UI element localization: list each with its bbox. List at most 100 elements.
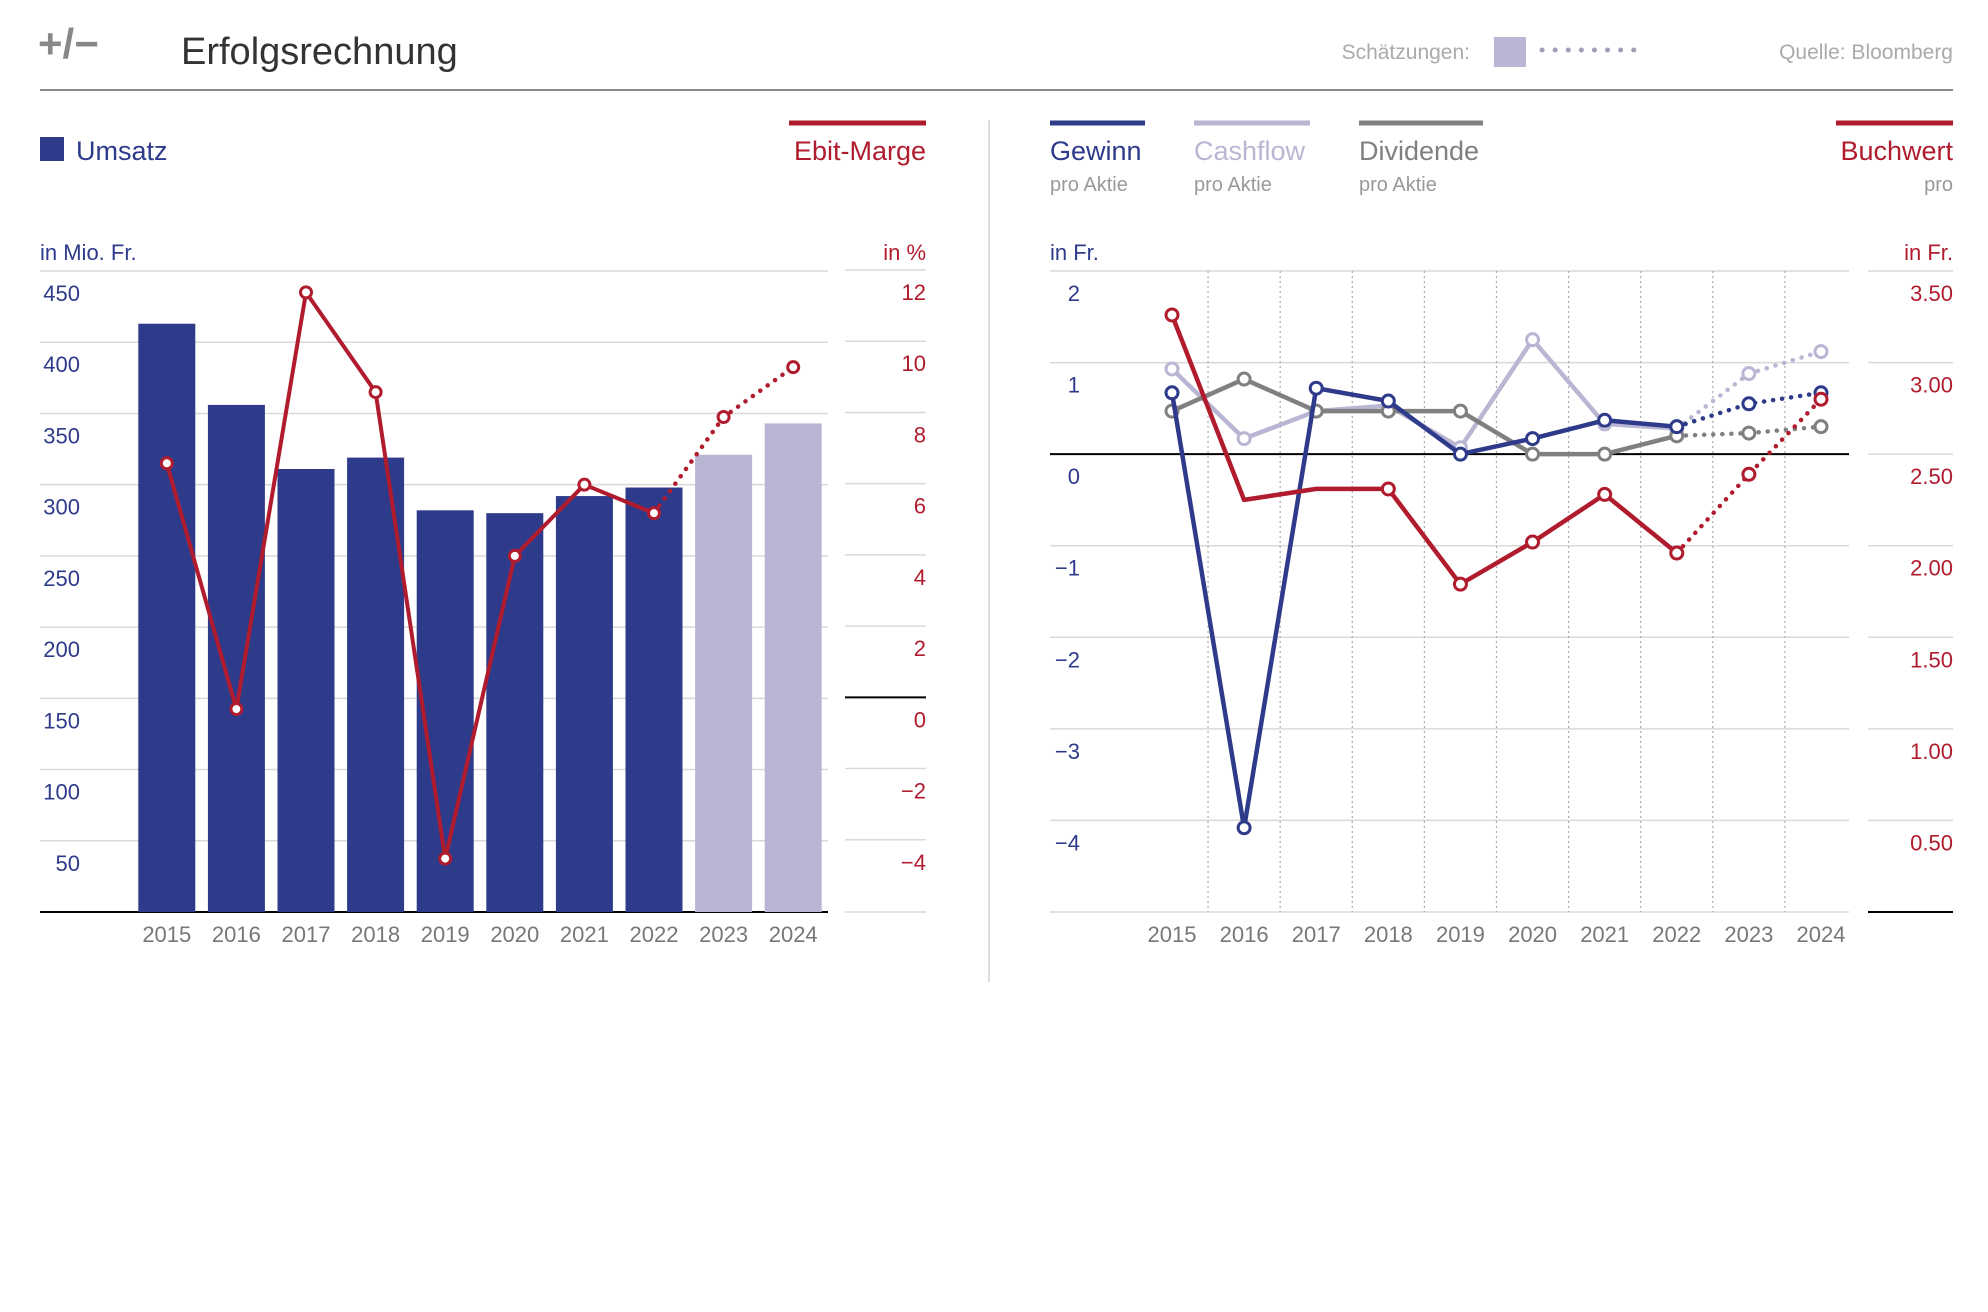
x-tick-label: 2020 [490,922,539,947]
left-tick-label: 350 [43,423,80,448]
right-tick-label: 2.00 [1910,556,1953,581]
right-tick-label: 2 [914,636,926,661]
left-tick-label: 1 [1068,373,1080,398]
estimates-label: Schätzungen: [1342,41,1470,64]
point-ebit-marge-2015 [159,456,174,471]
x-tick-label: 2021 [560,922,609,947]
legend-swatch-umsatz [40,137,64,161]
legend-buchwert-sub: pro [1924,174,1953,196]
bar-umsatz-2015 [138,323,196,912]
point-dividende-2021 [1597,446,1613,462]
point-buchwert-2018 [1380,481,1396,497]
revenue-margin-chart: Umsatz Ebit-Marge in Mio. Fr. in % 45040… [40,120,926,947]
point-gewinn-2017 [1308,380,1324,396]
point-dividende-2016 [1236,371,1252,387]
point-ebit-marge-2022 [647,506,661,521]
legend-gewinn: Gewinn [1050,136,1142,166]
bar-umsatz-2016 [207,404,265,912]
point-gewinn-2019 [1452,446,1468,462]
left-tick-label: 2 [1068,281,1080,306]
page-title: Erfolgsrechnung [181,31,458,73]
legend-cashflow-sub: pro Aktie [1194,174,1272,196]
source-label: Quelle: Bloomberg [1779,41,1953,64]
right-tick-label: 10 [902,351,926,376]
legend-dividende: Dividende [1359,136,1479,166]
bar-umsatz-2017 [277,468,335,912]
right-tick-label: 6 [914,494,926,519]
right-tick-label: −4 [901,850,926,875]
point-ebit-marge-2019 [438,851,453,866]
left-tick-label: 50 [56,851,80,876]
x-tick-label: 2019 [421,922,470,947]
x-tick-label: 2017 [1292,922,1341,947]
left-tick-label: −4 [1055,830,1080,855]
right-tick-label: −2 [901,779,926,804]
point-gewinn-2023 [1741,396,1757,412]
point-cashflow-2016 [1236,431,1252,447]
right-tick-label: 1.50 [1910,647,1953,672]
left-tick-label: 400 [43,352,80,377]
point-buchwert-2020 [1525,534,1541,550]
left-tick-label: −1 [1055,556,1080,581]
point-cashflow-2020 [1525,332,1541,348]
bar-umsatz-2018 [347,457,405,912]
bar-umsatz-2022 [625,487,683,912]
point-ebit-marge-2020 [507,548,522,563]
left-tick-label: 250 [43,566,80,591]
point-buchwert-2021 [1597,486,1613,502]
x-tick-label: 2020 [1508,922,1557,947]
legend-dividende-sub: pro Aktie [1359,174,1437,196]
right-tick-label: 2.50 [1910,464,1953,489]
right-tick-label: 3.50 [1910,281,1953,306]
left-axis-unit-2: in Fr. [1050,240,1099,265]
x-tick-label: 2021 [1580,922,1629,947]
point-cashflow-2015 [1164,361,1180,377]
x-tick-label: 2018 [351,922,400,947]
legend-cashflow: Cashflow [1194,136,1306,166]
left-tick-label: 200 [43,637,80,662]
x-tick-label: 2023 [699,922,748,947]
legend-buchwert: Buchwert [1840,136,1953,166]
point-ebit-marge-2017 [299,285,313,300]
left-tick-label: 100 [43,780,80,805]
right-tick-label: 0.50 [1910,830,1953,855]
legend-gewinn-sub: pro Aktie [1050,174,1128,196]
point-dividende-2024 [1813,419,1829,435]
right-tick-label: 8 [914,422,926,447]
point-buchwert-2024 [1813,391,1829,407]
bar-umsatz-2021 [555,496,613,912]
point-ebit-marge-2021 [577,477,592,492]
point-buchwert-2022 [1669,545,1685,561]
right-legend: Gewinn pro Aktie Cashflow pro Aktie Divi… [1050,120,1953,196]
x-tick-label: 2016 [1220,922,1269,947]
x-tick-label: 2022 [630,922,679,947]
point-gewinn-2022 [1669,419,1685,435]
point-gewinn-2015 [1164,385,1180,401]
bar-umsatz-2023 [695,454,753,912]
left-legend: Umsatz Ebit-Marge [40,120,926,166]
point-dividende-2019 [1452,403,1468,419]
line-buchwert-estimate [1674,396,1824,556]
point-buchwert-2015 [1164,307,1180,323]
x-tick-label: 2024 [769,922,818,947]
x-tick-label: 2023 [1724,922,1773,947]
x-tick-label: 2018 [1364,922,1413,947]
right-tick-label: 0 [914,707,926,732]
right-tick-label: 3.00 [1910,373,1953,398]
line-gewinn-estimate [1674,390,1824,429]
x-tick-label: 2022 [1652,922,1701,947]
point-buchwert-2023 [1741,466,1757,482]
x-tick-label: 2016 [212,922,261,947]
point-ebit-marge-2024 [786,360,801,375]
right-axis-unit: in % [883,240,926,265]
point-gewinn-2021 [1597,412,1613,428]
point-buchwert-2019 [1452,576,1468,592]
line-dividende [1171,376,1678,457]
left-tick-label: 150 [43,708,80,733]
per-share-chart: Gewinn pro Aktie Cashflow pro Aktie Divi… [1050,120,1953,947]
header: +/− Erfolgsrechnung Schätzungen: Quelle:… [38,20,1953,91]
point-gewinn-2020 [1525,431,1541,447]
point-dividende-2023 [1741,425,1757,441]
right-tick-label: 4 [914,565,926,590]
line-ebit-marge [164,290,655,861]
